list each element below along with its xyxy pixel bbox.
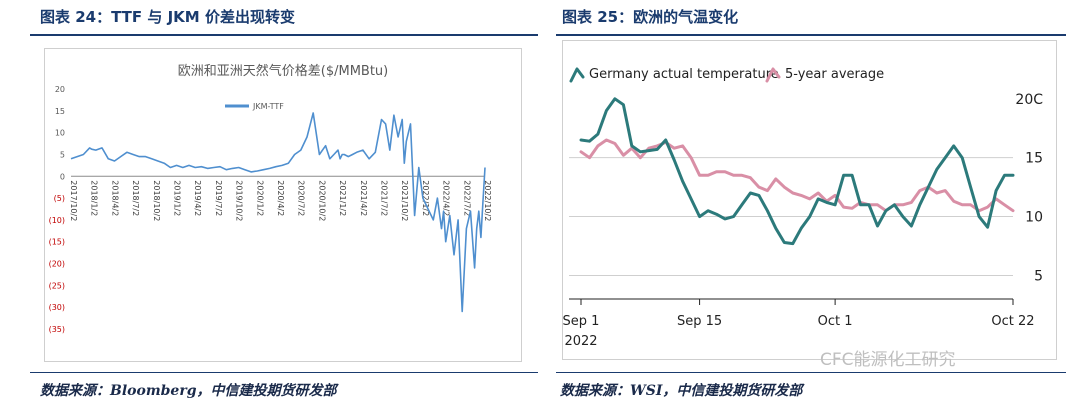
left-y-tick-label: 0	[60, 172, 65, 181]
left-x-tick-label: 2022/1/2	[421, 180, 430, 216]
left-x-tick-label: 2019/7/2	[214, 180, 223, 216]
right-y-tick-label: 15	[1025, 151, 1043, 167]
right-x-tick-label: Sep 1	[563, 314, 599, 329]
left-x-tick-label: 2020/10/2	[317, 180, 326, 221]
left-y-tick-label: (35)	[49, 325, 65, 334]
left-x-tick-label: 2021/4/2	[359, 180, 368, 216]
left-x-tick-label: 2022/4/2	[442, 180, 451, 216]
left-x-axis: 2017/10/2 2018/1/2 2018/4/2 2018/7/2 2018/10…	[69, 175, 492, 221]
right-series-line-germany-actual	[579, 97, 1015, 246]
right-x-tick-label: Sep 15	[677, 314, 722, 329]
left-legend-label: JKM-TTF	[252, 102, 284, 111]
left-series-line-jkm-ttf	[70, 112, 486, 313]
right-series-line-5yr-average	[579, 138, 1015, 213]
left-x-tick-label: 2020/4/2	[276, 180, 285, 216]
right-grid	[569, 157, 1013, 276]
left-y-tick-label: (30)	[49, 303, 65, 312]
left-x-tick-label: 2017/10/2	[69, 180, 78, 221]
left-chart-title: 欧洲和亚洲天然气价格差($/MMBtu)	[178, 63, 388, 79]
left-x-tick-label: 2020/1/2	[255, 180, 264, 216]
right-y-tick-label: 5	[1034, 268, 1043, 284]
left-source-note: 数据来源：Bloomberg，中信建投期货研发部	[40, 383, 337, 399]
right-plot-area	[579, 97, 1015, 246]
right-y-axis: 20C 15 10 5	[1015, 92, 1043, 285]
left-x-tick-label: 2019/4/2	[193, 180, 202, 216]
left-x-tick-label: 2022/10/2	[483, 180, 492, 221]
left-y-tick-label: (15)	[49, 238, 65, 247]
left-y-tick-label: 10	[55, 129, 65, 138]
left-title-rule	[30, 34, 538, 36]
right-x-tick-label: Oct 22	[991, 314, 1034, 329]
left-legend: JKM-TTF	[225, 102, 284, 111]
left-x-tick-label: 2018/7/2	[131, 180, 140, 216]
right-figure-title: 图表 25：欧洲的气温变化	[562, 8, 739, 26]
left-y-tick-label: 15	[55, 107, 65, 116]
right-source-note: 数据来源：WSI，中信建投期货研发部	[560, 383, 803, 399]
left-x-tick-label: 2021/10/2	[400, 180, 409, 221]
left-x-tick-label: 2021/1/2	[338, 180, 347, 216]
left-x-tick-label: 2021/7/2	[380, 180, 389, 216]
left-x-tick-label: 2020/7/2	[297, 180, 306, 216]
left-y-tick-label: (25)	[49, 281, 65, 290]
left-x-tick-label: 2019/10/2	[235, 180, 244, 221]
right-bottom-rule	[556, 372, 1066, 373]
left-y-tick-label: (20)	[49, 260, 65, 269]
right-x-tick-label: 2022	[564, 334, 597, 349]
right-y-tick-label: 10	[1025, 210, 1043, 226]
left-x-tick-label: 2018/1/2	[90, 180, 99, 216]
left-y-axis: 20 15 10 5 0 (5) (10) (15) (20) (25) (30) (35)	[49, 85, 65, 334]
right-chart-panel: Germany actual temperature 5-year average…	[562, 40, 1057, 360]
right-x-tick-label: Oct 1	[818, 314, 853, 329]
left-x-tick-label: 2019/1/2	[173, 180, 182, 216]
left-chart-panel: 欧洲和亚洲天然气价格差($/MMBtu) JKM-TTF 20 15 10 5 0 (5)…	[44, 48, 522, 362]
left-x-tick-label: 2022/7/2	[462, 180, 471, 216]
left-plot-area	[70, 112, 486, 313]
left-y-tick-label: 5	[60, 150, 65, 159]
right-legend-swatch	[569, 67, 585, 83]
left-figure-title: 图表 24：TTF 与 JKM 价差出现转变	[40, 8, 295, 26]
right-legend-swatch	[765, 67, 781, 83]
left-y-tick-label: 20	[55, 85, 65, 94]
left-x-tick-label: 2018/10/2	[152, 180, 161, 221]
right-legend-label: Germany actual temperature	[589, 67, 779, 82]
right-chart-svg: Germany actual temperature 5-year average…	[563, 67, 1044, 349]
right-legend-label: 5-year average	[785, 67, 884, 82]
left-chart-svg: 欧洲和亚洲天然气价格差($/MMBtu) JKM-TTF 20 15 10 5 0 (5)…	[49, 63, 492, 334]
right-y-tick-label: 20C	[1015, 92, 1043, 108]
right-x-axis: Sep 1 2022 Sep 15 Oct 1 Oct 22	[563, 298, 1035, 349]
watermark-text: CFC能源化工研究	[820, 350, 956, 370]
left-y-tick-label: (10)	[49, 216, 65, 225]
left-bottom-rule	[30, 372, 538, 373]
right-title-rule	[556, 34, 1066, 36]
left-y-tick-label: (5)	[54, 194, 65, 203]
left-x-tick-label: 2018/4/2	[110, 180, 119, 216]
right-legend: Germany actual temperature 5-year average	[569, 67, 884, 83]
